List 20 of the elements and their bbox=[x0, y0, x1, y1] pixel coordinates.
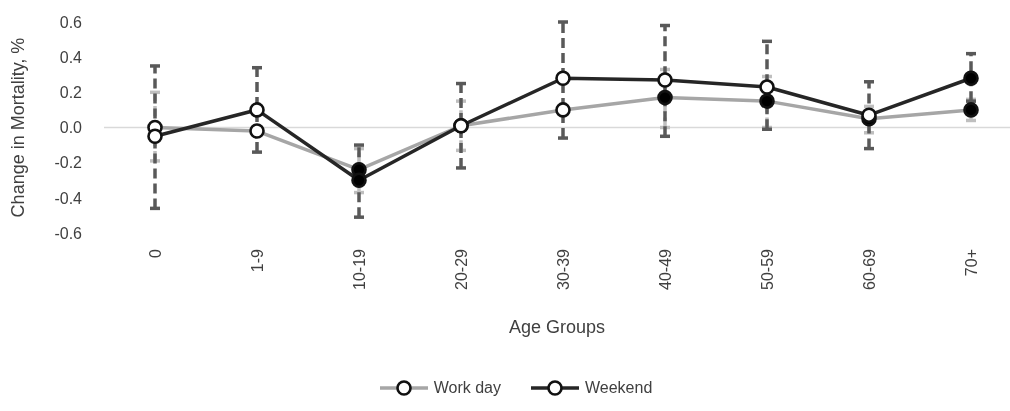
y-tick-label: -0.6 bbox=[54, 224, 83, 242]
x-tick-label: 0 bbox=[146, 248, 164, 258]
x-tick-label: 10-19 bbox=[350, 248, 368, 290]
y-tick-label: 0.2 bbox=[59, 84, 83, 102]
x-tick-label: 50-59 bbox=[758, 248, 776, 290]
legend-label: Work day bbox=[433, 379, 501, 397]
y-tick-label: -0.4 bbox=[54, 189, 83, 207]
y-tick-label: 0.4 bbox=[59, 48, 83, 66]
y-axis-title: Change in Mortality, % bbox=[8, 37, 28, 218]
x-tick-label: 70+ bbox=[962, 249, 980, 277]
legend-label: Weekend bbox=[584, 379, 653, 397]
x-tick-label: 20-29 bbox=[452, 248, 470, 290]
x-axis-title: Age Groups bbox=[508, 317, 606, 337]
x-tick-label: 1-9 bbox=[248, 248, 266, 273]
x-tick-label: 40-49 bbox=[656, 248, 674, 290]
x-tick-label: 60-69 bbox=[860, 248, 878, 290]
y-tick-label: 0.6 bbox=[59, 13, 83, 31]
y-tick-label: -0.2 bbox=[54, 154, 83, 172]
y-tick-label: 0.0 bbox=[59, 119, 83, 137]
x-tick-label: 30-39 bbox=[554, 248, 572, 290]
